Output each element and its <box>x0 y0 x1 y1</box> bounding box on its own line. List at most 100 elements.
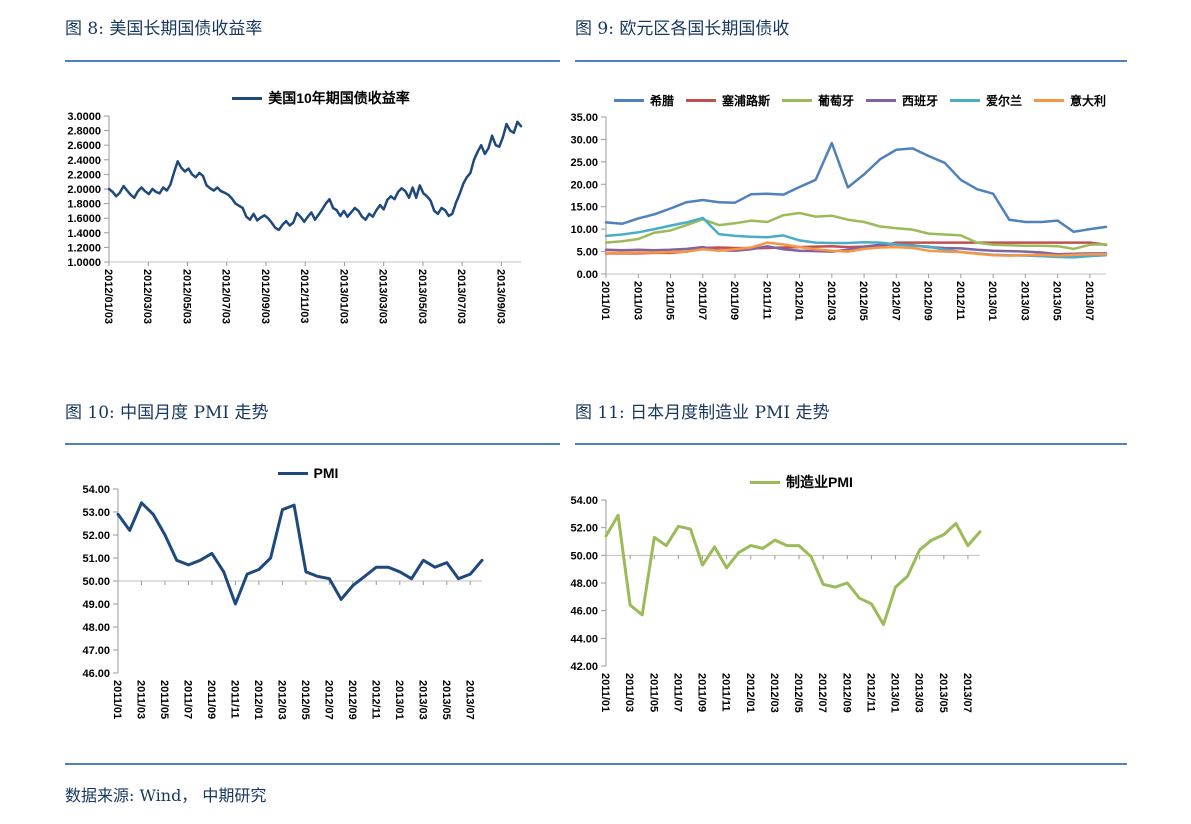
series-line-西班牙 <box>604 243 1108 256</box>
legend-line-swatch <box>1034 99 1065 102</box>
svg-text:15.00: 15.00 <box>570 202 598 214</box>
svg-text:2012/09: 2012/09 <box>840 673 852 713</box>
chart-legend: PMI <box>58 465 498 481</box>
svg-text:2012/03: 2012/03 <box>275 680 287 720</box>
svg-text:2.2000: 2.2000 <box>67 169 101 181</box>
svg-text:2011/01: 2011/01 <box>599 281 611 320</box>
y-axis: 54.00 52.00 50.00 48.00 46.00 44.00 42.00 <box>570 495 607 673</box>
svg-text:44.00: 44.00 <box>570 633 598 645</box>
svg-text:1.0000: 1.0000 <box>67 257 101 269</box>
svg-text:2013/07: 2013/07 <box>463 680 475 720</box>
svg-text:2011/01: 2011/01 <box>599 673 611 712</box>
svg-text:2011/05: 2011/05 <box>664 281 676 320</box>
series-line-意大利 <box>604 241 1108 257</box>
svg-text:30.00: 30.00 <box>570 134 598 146</box>
svg-text:2012/01/03: 2012/01/03 <box>102 269 114 324</box>
svg-text:52.00: 52.00 <box>570 523 598 535</box>
svg-text:2013/07: 2013/07 <box>961 673 973 713</box>
x-axis: 2012/01/03 2012/03/03 2012/05/03 2012/07/03… <box>102 261 521 324</box>
x-axis: 2011/01 2011/03 2011/05 2011/07 2011/09 2011/… <box>599 273 1106 321</box>
legend-line-swatch <box>781 99 812 102</box>
series-line-制造业PMI <box>604 513 982 626</box>
svg-text:20.00: 20.00 <box>570 179 598 191</box>
chart-japan-pmi: 制造业PMI 54.00 52.00 50.00 48.00 46.00 44.00 42.… <box>552 472 997 739</box>
legend-label: 制造业PMI <box>786 474 853 490</box>
chart-svg-china-pmi: 54.00 53.00 52.00 51.00 50.00 49.00 48.00 47.00… <box>82 484 484 720</box>
legend-item: 制造业PMI <box>750 472 853 492</box>
figure-9-title: 图 9: 欧元区各国长期国债收 <box>575 19 790 39</box>
svg-text:2012/11: 2012/11 <box>864 673 876 712</box>
legend-label: 西班牙 <box>902 94 939 108</box>
svg-text:2012/09: 2012/09 <box>346 680 358 720</box>
svg-text:2011/05: 2011/05 <box>158 680 170 719</box>
figure-11-title: 图 11: 日本月度制造业 PMI 走势 <box>575 403 830 423</box>
svg-text:1.4000: 1.4000 <box>67 228 101 240</box>
svg-text:2012/11/03: 2012/11/03 <box>298 269 310 323</box>
legend-item: 美国10年期国债收益率 <box>232 88 410 108</box>
legend-line-swatch <box>613 99 644 102</box>
legend-label: PMI <box>313 465 339 481</box>
svg-text:2.4000: 2.4000 <box>67 155 101 167</box>
svg-text:2011/03: 2011/03 <box>623 673 635 712</box>
svg-text:48.00: 48.00 <box>570 578 598 590</box>
legend-line-swatch <box>232 96 263 100</box>
svg-text:25.00: 25.00 <box>570 157 598 169</box>
svg-text:42.00: 42.00 <box>570 661 598 673</box>
svg-text:2011/07: 2011/07 <box>181 680 193 719</box>
svg-text:2011/03: 2011/03 <box>631 281 643 320</box>
svg-text:2012/03/03: 2012/03/03 <box>141 269 153 324</box>
divider-footer <box>65 763 1127 765</box>
svg-text:2012/05: 2012/05 <box>857 281 869 321</box>
series-line-PMI <box>116 501 484 606</box>
figure-10-title: 图 10: 中国月度 PMI 走势 <box>65 403 269 423</box>
legend-line-swatch <box>750 480 781 484</box>
legend-label: 葡萄牙 <box>817 94 854 108</box>
svg-text:2.8000: 2.8000 <box>67 126 101 138</box>
svg-text:2013/03: 2013/03 <box>1018 281 1030 321</box>
svg-text:46.00: 46.00 <box>570 606 598 618</box>
legend-item: 爱尔兰 <box>950 92 1022 109</box>
divider-mid-left <box>65 443 560 445</box>
svg-text:2012/07: 2012/07 <box>322 680 334 720</box>
svg-text:2011/03: 2011/03 <box>134 680 146 719</box>
svg-text:2012/01: 2012/01 <box>252 680 264 720</box>
series-line-希腊 <box>604 141 1108 234</box>
series-line-美国10年期国债收益率 <box>107 120 523 232</box>
legend-label: 意大利 <box>1070 94 1107 108</box>
svg-text:50.00: 50.00 <box>82 576 110 588</box>
chart-us-treasury: 美国10年期国债收益率 3.0000 2.8000 2.6000 2.4000 2.20… <box>55 88 533 343</box>
svg-text:2011/09: 2011/09 <box>728 281 740 320</box>
svg-text:2013/09/03: 2013/09/03 <box>494 269 506 324</box>
svg-text:2011/11: 2011/11 <box>228 680 240 719</box>
svg-text:2011/09: 2011/09 <box>696 673 708 712</box>
svg-text:0.00: 0.00 <box>577 269 598 281</box>
svg-text:2011/09: 2011/09 <box>205 680 217 719</box>
chart-eurozone-bonds: 希腊 塞浦路斯 葡萄牙 西班牙 爱尔兰 意大利 35.00 30.00 25.00 20.00 1… <box>558 92 1114 342</box>
chart-svg-eurozone-bonds: 35.0030.0025.0020.0015.0010.005.000.0020… <box>570 112 1108 321</box>
chart-legend: 美国10年期国债收益率 <box>55 88 533 108</box>
svg-text:2013/07: 2013/07 <box>1083 281 1095 321</box>
data-source-note: 数据来源: Wind， 中期研究 <box>65 786 267 805</box>
chart-legend: 希腊 塞浦路斯 葡萄牙 西班牙 爱尔兰 意大利 <box>558 92 1114 109</box>
svg-text:2013/03: 2013/03 <box>416 680 428 720</box>
legend-item: 西班牙 <box>866 92 938 109</box>
svg-text:2013/01: 2013/01 <box>889 673 901 713</box>
svg-text:5.00: 5.00 <box>577 247 598 259</box>
legend-item: 葡萄牙 <box>781 92 854 109</box>
svg-text:2013/05: 2013/05 <box>937 673 949 713</box>
svg-text:2012/11: 2012/11 <box>954 281 966 320</box>
svg-text:46.00: 46.00 <box>82 668 110 680</box>
legend-line-swatch <box>866 99 896 102</box>
chart-svg-japan-pmi: 54.0052.0050.0048.0046.0044.0042.002011/… <box>570 495 982 713</box>
svg-text:2012/07/03: 2012/07/03 <box>220 269 232 324</box>
y-axis: 54.00 53.00 52.00 51.00 50.00 49.00 48.00 47.00… <box>82 484 119 680</box>
svg-text:2013/05/03: 2013/05/03 <box>416 269 428 324</box>
svg-text:54.00: 54.00 <box>570 495 598 507</box>
legend-item: 塞浦路斯 <box>685 92 770 109</box>
svg-text:50.00: 50.00 <box>570 550 598 562</box>
series-line-葡萄牙 <box>604 211 1108 251</box>
svg-text:2012/09/03: 2012/09/03 <box>259 269 271 324</box>
svg-text:2012/05/03: 2012/05/03 <box>180 269 192 324</box>
svg-text:2011/01: 2011/01 <box>111 680 123 719</box>
